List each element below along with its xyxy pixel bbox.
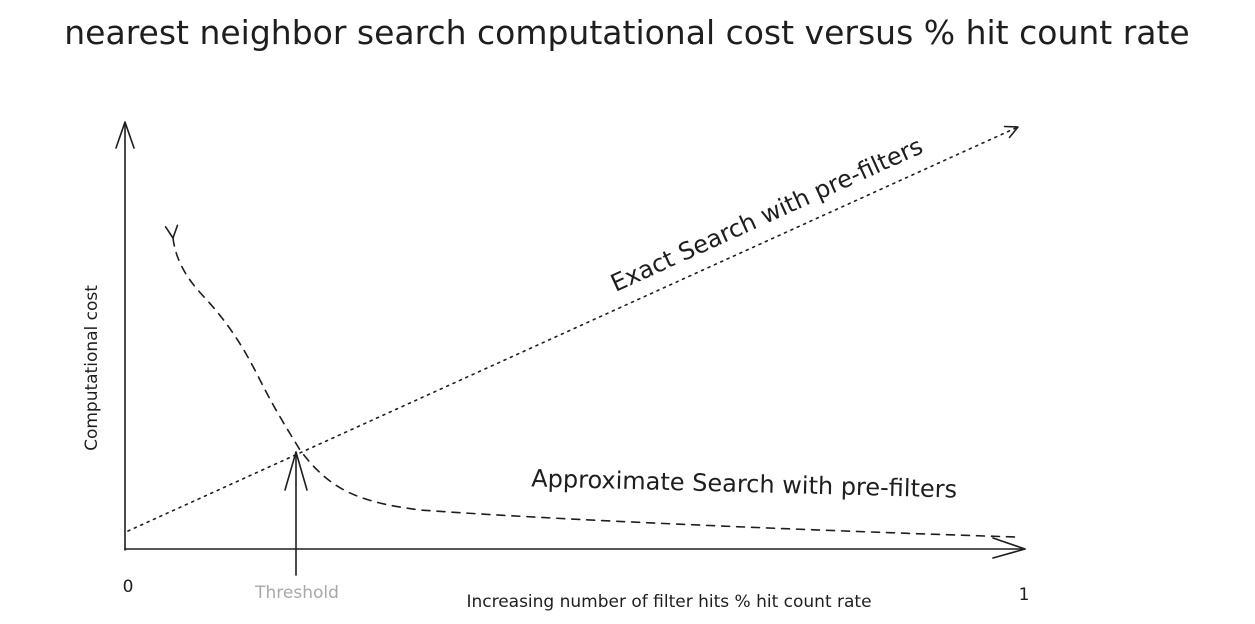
- axes: [115, 121, 1026, 559]
- approximate-search-label: Approximate Search with pre-filters: [531, 464, 957, 503]
- y-axis-label: Computational cost: [82, 285, 102, 451]
- approximate-search-curve: [164, 224, 1016, 538]
- y-axis-arrowhead: [115, 121, 135, 149]
- x-axis-label: Increasing number of filter hits % hit c…: [466, 592, 871, 612]
- diagram-title: nearest neighbor search computational co…: [64, 13, 1189, 52]
- x-axis-min-label: 0: [123, 577, 134, 597]
- threshold-arrowhead: [284, 451, 308, 491]
- x-axis-arrowhead: [992, 537, 1026, 559]
- threshold-label: Threshold: [254, 583, 339, 603]
- exact-search-label: Exact Search with pre-filters: [606, 132, 927, 298]
- x-axis-max-label: 1: [1019, 585, 1030, 605]
- exact-search-curve: [127, 125, 1019, 532]
- threshold-marker: [284, 451, 308, 576]
